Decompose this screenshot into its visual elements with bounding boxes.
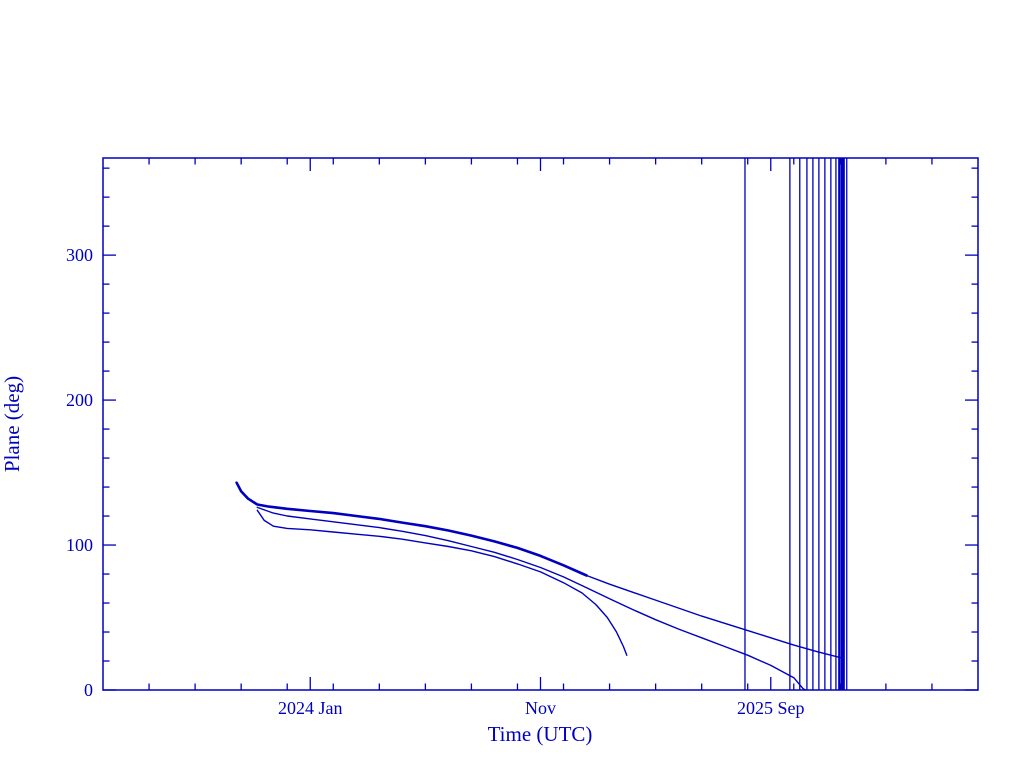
chart-content: 2024 Jan Nov 2025 Sep 0 100 200 300 [66, 157, 979, 718]
x-tick-label: Nov [525, 698, 556, 718]
x-tick-label: 2025 Sep [737, 698, 805, 718]
series-plane-angle-tail [585, 574, 843, 659]
y-tick-label: 100 [66, 535, 93, 555]
y-axis-title: Plane (deg) [0, 376, 24, 472]
y-tick-label: 0 [84, 680, 93, 700]
y-tick-label: 300 [66, 245, 93, 265]
y-tick-label: 200 [66, 390, 93, 410]
series-plane-angle-bundle-thick [235, 481, 588, 577]
series-plane-angle-low-branch [256, 509, 628, 656]
x-axis-title: Time (UTC) [488, 722, 593, 746]
series-plane-angle-mid-branch [256, 506, 806, 691]
x-tick-label: 2024 Jan [278, 698, 343, 718]
